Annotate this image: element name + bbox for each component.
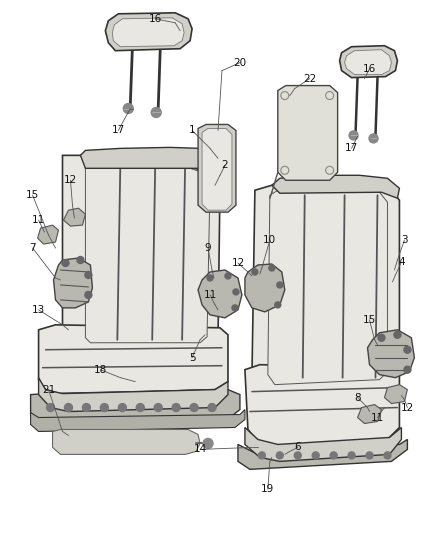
Text: 11: 11 bbox=[32, 215, 45, 225]
Circle shape bbox=[62, 260, 69, 266]
Circle shape bbox=[207, 275, 213, 281]
Polygon shape bbox=[31, 390, 240, 422]
Text: 11: 11 bbox=[203, 290, 217, 300]
Text: 16: 16 bbox=[363, 63, 376, 74]
Circle shape bbox=[172, 403, 180, 411]
Polygon shape bbox=[252, 183, 399, 400]
Polygon shape bbox=[198, 270, 242, 318]
Circle shape bbox=[77, 256, 84, 263]
Text: 11: 11 bbox=[371, 413, 384, 423]
Circle shape bbox=[394, 332, 401, 338]
Polygon shape bbox=[238, 439, 407, 470]
Text: 18: 18 bbox=[94, 365, 107, 375]
Circle shape bbox=[275, 302, 281, 308]
Circle shape bbox=[269, 265, 275, 271]
Circle shape bbox=[276, 452, 283, 459]
Circle shape bbox=[82, 403, 90, 411]
Polygon shape bbox=[339, 46, 397, 78]
Text: 6: 6 bbox=[294, 442, 301, 453]
Circle shape bbox=[277, 282, 283, 288]
Circle shape bbox=[348, 452, 355, 459]
Text: 19: 19 bbox=[261, 484, 275, 494]
Polygon shape bbox=[63, 155, 220, 348]
Circle shape bbox=[232, 305, 238, 311]
Polygon shape bbox=[245, 264, 285, 312]
Text: 7: 7 bbox=[29, 243, 36, 253]
Polygon shape bbox=[81, 148, 220, 168]
Text: 15: 15 bbox=[26, 190, 39, 200]
Text: 12: 12 bbox=[401, 402, 414, 413]
Text: 12: 12 bbox=[231, 258, 244, 268]
Circle shape bbox=[330, 452, 337, 459]
Circle shape bbox=[85, 292, 92, 298]
Text: 22: 22 bbox=[303, 74, 316, 84]
Circle shape bbox=[154, 403, 162, 411]
Text: 9: 9 bbox=[205, 243, 212, 253]
Text: 21: 21 bbox=[42, 385, 55, 394]
Text: 17: 17 bbox=[345, 143, 358, 154]
Polygon shape bbox=[112, 18, 184, 47]
Polygon shape bbox=[198, 124, 236, 212]
Circle shape bbox=[349, 131, 358, 140]
Polygon shape bbox=[31, 409, 245, 432]
Text: 15: 15 bbox=[363, 315, 376, 325]
Circle shape bbox=[404, 346, 411, 353]
Circle shape bbox=[46, 403, 54, 411]
Polygon shape bbox=[385, 385, 407, 403]
Text: 5: 5 bbox=[189, 353, 195, 363]
Polygon shape bbox=[367, 330, 414, 378]
Circle shape bbox=[118, 403, 126, 411]
Polygon shape bbox=[357, 405, 381, 424]
Circle shape bbox=[312, 452, 319, 459]
Circle shape bbox=[85, 271, 92, 278]
Text: 3: 3 bbox=[401, 235, 408, 245]
Polygon shape bbox=[106, 13, 192, 51]
Polygon shape bbox=[245, 365, 399, 447]
Text: 14: 14 bbox=[194, 445, 207, 455]
Polygon shape bbox=[345, 50, 392, 75]
Circle shape bbox=[258, 452, 265, 459]
Text: 17: 17 bbox=[112, 125, 125, 135]
Text: 2: 2 bbox=[222, 160, 228, 171]
Polygon shape bbox=[272, 175, 399, 198]
Polygon shape bbox=[39, 378, 228, 411]
Circle shape bbox=[136, 403, 144, 411]
Text: 8: 8 bbox=[354, 393, 361, 402]
Polygon shape bbox=[245, 427, 401, 462]
Polygon shape bbox=[53, 430, 200, 455]
Text: 10: 10 bbox=[263, 235, 276, 245]
Polygon shape bbox=[38, 225, 59, 244]
Polygon shape bbox=[278, 86, 338, 180]
Circle shape bbox=[151, 108, 161, 117]
Circle shape bbox=[294, 452, 301, 459]
Polygon shape bbox=[85, 163, 210, 343]
Polygon shape bbox=[202, 128, 232, 210]
Circle shape bbox=[384, 452, 391, 459]
Text: 13: 13 bbox=[32, 305, 45, 315]
Circle shape bbox=[190, 403, 198, 411]
Circle shape bbox=[124, 103, 133, 114]
Circle shape bbox=[203, 439, 213, 448]
Polygon shape bbox=[39, 325, 228, 394]
Circle shape bbox=[225, 273, 231, 279]
Circle shape bbox=[64, 403, 72, 411]
Circle shape bbox=[100, 403, 108, 411]
Circle shape bbox=[404, 366, 411, 373]
Polygon shape bbox=[53, 258, 92, 308]
Circle shape bbox=[366, 452, 373, 459]
Text: 4: 4 bbox=[398, 257, 405, 267]
Circle shape bbox=[208, 403, 216, 411]
Circle shape bbox=[378, 334, 385, 341]
Text: 1: 1 bbox=[189, 125, 195, 135]
Polygon shape bbox=[64, 208, 85, 226]
Text: 16: 16 bbox=[148, 14, 162, 24]
Circle shape bbox=[369, 134, 378, 143]
Text: 12: 12 bbox=[64, 175, 77, 185]
Polygon shape bbox=[268, 190, 388, 385]
Circle shape bbox=[233, 289, 239, 295]
Circle shape bbox=[252, 269, 258, 275]
Text: 20: 20 bbox=[233, 58, 247, 68]
